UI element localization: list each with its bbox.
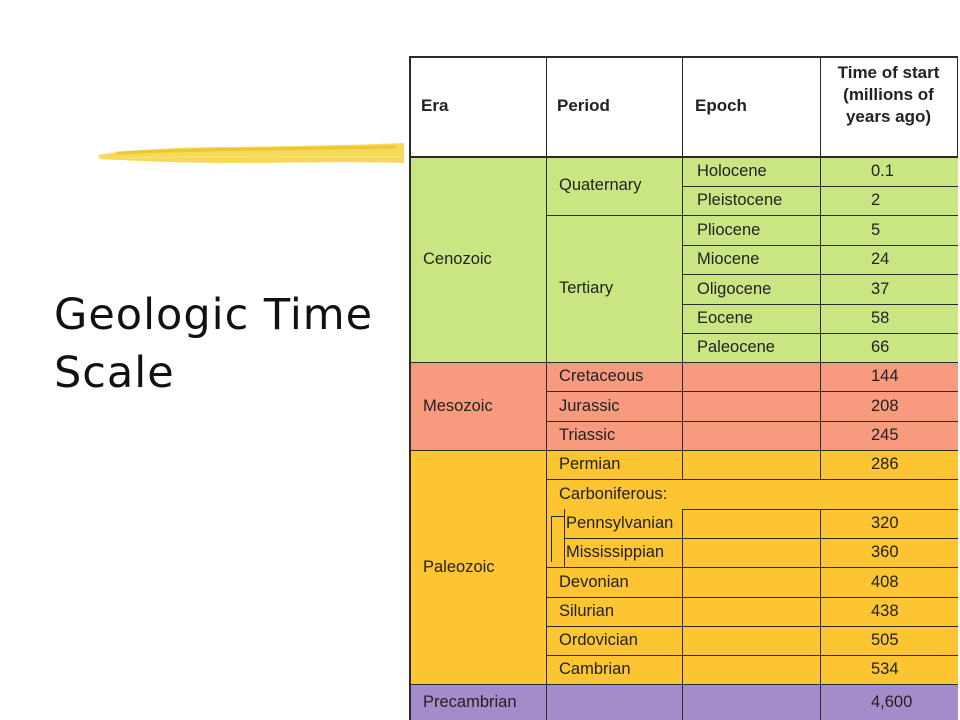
period-jurassic: Jurassic (559, 396, 620, 415)
time-oligocene: 37 (871, 279, 890, 298)
slide-title-line-2: Scale (54, 348, 175, 398)
era-mesozoic: Mesozoic (423, 396, 493, 415)
paleozoic-bottom-line (409, 684, 958, 685)
time-devonian: 408 (871, 572, 899, 591)
header-time-line-2: (millions of (843, 85, 934, 104)
era-paleozoic: Paleozoic (423, 557, 495, 576)
carboniferous-bracket-top (551, 516, 564, 517)
table-border-left (409, 56, 411, 720)
time-jurassic: 208 (871, 396, 899, 415)
time-permian: 286 (871, 455, 899, 473)
divider-era-period (546, 56, 547, 720)
line-pliocene (682, 245, 958, 246)
line-eocene (682, 333, 958, 334)
divider-period-epoch-lower (682, 509, 683, 720)
geologic-time-table: Era Period Epoch Time of start (millions… (409, 56, 958, 720)
period-cambrian: Cambrian (559, 660, 631, 678)
header-time-line-3: years ago) (845, 107, 932, 126)
line-cretaceous (546, 391, 958, 392)
period-permian: Permian (559, 455, 621, 473)
period-quaternary: Quaternary (559, 176, 642, 194)
divider-epoch-time-upper (820, 56, 821, 479)
header-bottom-line (409, 156, 958, 158)
cenozoic-band (409, 156, 958, 362)
epoch-pleistocene: Pleistocene (697, 191, 783, 209)
line-quaternary (546, 215, 958, 216)
cenozoic-bottom-line (409, 362, 958, 363)
mesozoic-band (409, 362, 958, 450)
period-cretaceous: Cretaceous (559, 367, 644, 385)
epoch-miocene: Miocene (697, 250, 760, 268)
time-precambrian: 4,600 (871, 692, 913, 711)
carboniferous-bracket-outer (551, 516, 552, 562)
period-silurian: Silurian (559, 602, 615, 620)
period-tertiary: Tertiary (559, 279, 614, 297)
carboniferous-bracket-inner (564, 509, 565, 567)
time-eocene: 58 (871, 309, 890, 327)
table-border-top (409, 56, 958, 58)
era-precambrian: Precambrian (423, 692, 517, 711)
header-era: Era (421, 96, 449, 115)
period-ordovician: Ordovician (559, 631, 638, 649)
epoch-paleocene: Paleocene (697, 338, 775, 356)
epoch-pliocene: Pliocene (697, 220, 761, 239)
time-cretaceous: 144 (871, 367, 899, 385)
header-band (409, 56, 958, 156)
slide-title: Geologic Time Scale (54, 286, 373, 402)
period-carboniferous: Carboniferous: (559, 484, 668, 503)
time-pliocene: 5 (871, 220, 881, 239)
era-cenozoic: Cenozoic (423, 249, 492, 268)
table-border-right-header (957, 56, 958, 156)
period-pennsylvanian: Pennsylvanian (566, 514, 674, 532)
epoch-oligocene: Oligocene (697, 279, 772, 298)
epoch-eocene: Eocene (697, 309, 753, 327)
time-paleocene: 66 (871, 338, 890, 356)
line-permian (546, 479, 958, 480)
mesozoic-bottom-line (409, 450, 958, 451)
line-silurian (546, 626, 958, 627)
period-triassic: Triassic (559, 426, 616, 444)
time-ordovician: 505 (871, 631, 899, 649)
period-mississippian: Mississippian (566, 543, 665, 561)
divider-epoch-time-lower (820, 509, 821, 720)
divider-period-epoch-upper (682, 56, 683, 391)
time-miocene: 24 (871, 250, 890, 268)
line-miocene (682, 274, 958, 275)
time-pleistocene: 2 (871, 191, 881, 209)
header-epoch: Epoch (695, 96, 747, 115)
time-holocene: 0.1 (871, 161, 894, 180)
line-devonian (546, 597, 958, 598)
line-mississippian (546, 567, 958, 568)
header-time-line-1: Time of start (837, 63, 940, 82)
epoch-holocene: Holocene (697, 161, 767, 180)
highlighter-stroke-icon (98, 143, 404, 163)
line-pennsylvanian (564, 538, 958, 539)
line-carboniferous (682, 509, 958, 510)
header-time-of-start: Time of start (millions of years ago) (820, 62, 957, 128)
precambrian-band (409, 684, 958, 720)
time-silurian: 438 (871, 602, 899, 620)
divider-period-epoch-mid (682, 391, 683, 479)
time-triassic: 245 (871, 426, 899, 444)
time-cambrian: 534 (871, 660, 899, 678)
line-ordovician (546, 655, 958, 656)
line-holocene (682, 186, 958, 187)
time-mississippian: 360 (871, 543, 899, 561)
line-jurassic (546, 421, 958, 422)
slide-title-line-1: Geologic Time (54, 290, 374, 340)
time-pennsylvanian: 320 (871, 514, 899, 532)
line-oligocene (682, 304, 958, 305)
header-period: Period (557, 96, 610, 115)
period-devonian: Devonian (559, 572, 629, 591)
